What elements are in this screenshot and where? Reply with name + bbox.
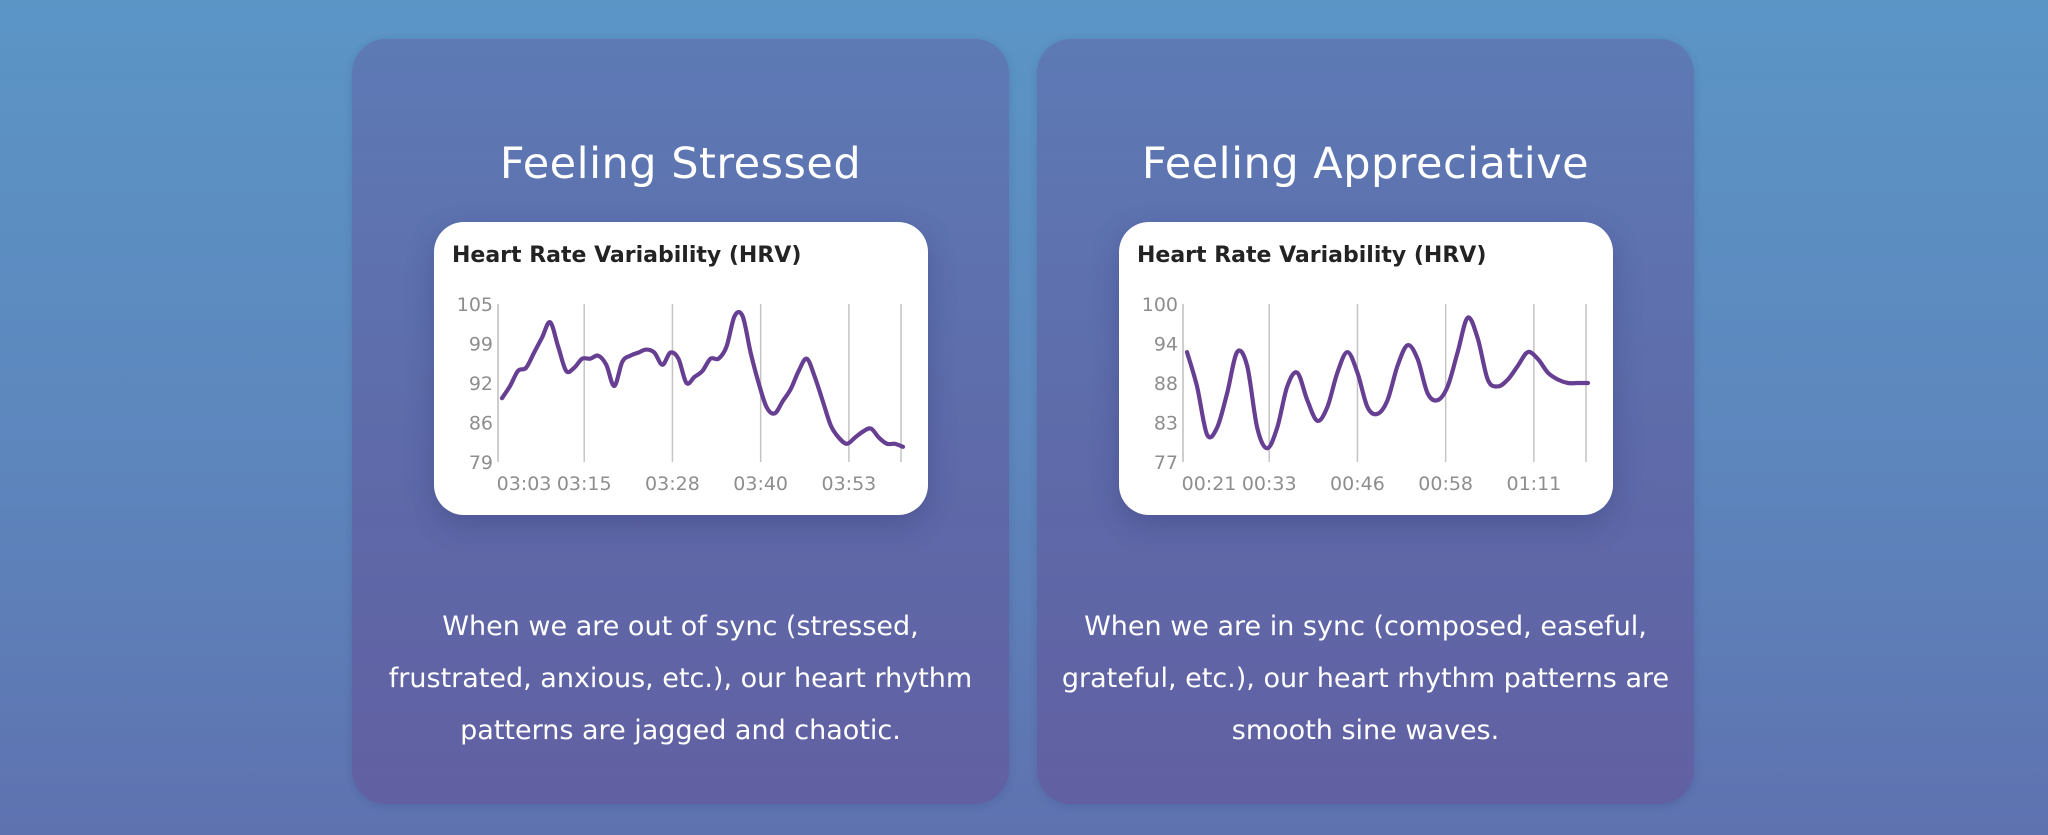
x-tick-label: 03:28	[645, 473, 700, 495]
hrv-series-line	[499, 309, 906, 449]
appreciative-hrv-chart-svg: Heart Rate Variability (HRV)100948883770…	[1137, 243, 1591, 495]
y-tick-label: 86	[469, 413, 493, 435]
hrv-series-line	[1184, 315, 1591, 451]
appreciative-hrv-chart: Heart Rate Variability (HRV) 100 94 88 83 77 0…	[1119, 222, 1613, 515]
appreciative-description: When we are in sync (composed, easeful, …	[1061, 611, 1670, 746]
x-tick-label: 03:53	[821, 473, 876, 495]
y-tick-label: 99	[469, 334, 493, 356]
stressed-description: When we are out of sync (stressed, frust…	[388, 611, 973, 746]
y-tick-label: 83	[1154, 413, 1178, 435]
chart-title: Heart Rate Variability (HRV)	[1137, 243, 1486, 268]
x-tick-label: 00:46	[1330, 473, 1385, 495]
x-tick-label: 00:21	[1182, 473, 1237, 495]
x-tick-label: 03:15	[557, 473, 612, 495]
y-tick-label: 105	[457, 294, 493, 316]
y-tick-label: 94	[1154, 334, 1178, 356]
stressed-card: Feeling Stressed Heart Rate Variability …	[352, 39, 1009, 804]
stressed-hrv-chart: Heart Rate Variability (HRV) 105 99 92 86 79 0…	[434, 222, 928, 515]
y-tick-label: 92	[469, 373, 493, 395]
x-tick-label: 03:03	[497, 473, 552, 495]
appreciative-card: Feeling Appreciative Heart Rate Variabil…	[1037, 39, 1694, 804]
y-tick-label: 100	[1142, 294, 1178, 316]
y-tick-label: 88	[1154, 373, 1178, 395]
x-tick-label: 00:33	[1242, 473, 1297, 495]
stressed-hrv-chart-svg: Heart Rate Variability (HRV)105999286790…	[452, 243, 906, 495]
appreciative-heading: Feeling Appreciative	[1141, 139, 1590, 189]
stressed-heading: Feeling Stressed	[499, 139, 862, 189]
chart-title: Heart Rate Variability (HRV)	[452, 243, 801, 268]
x-tick-label: 00:58	[1418, 473, 1473, 495]
y-tick-label: 79	[469, 452, 493, 474]
x-tick-label: 01:11	[1506, 473, 1561, 495]
y-tick-label: 77	[1154, 452, 1178, 474]
x-tick-label: 03:40	[733, 473, 788, 495]
